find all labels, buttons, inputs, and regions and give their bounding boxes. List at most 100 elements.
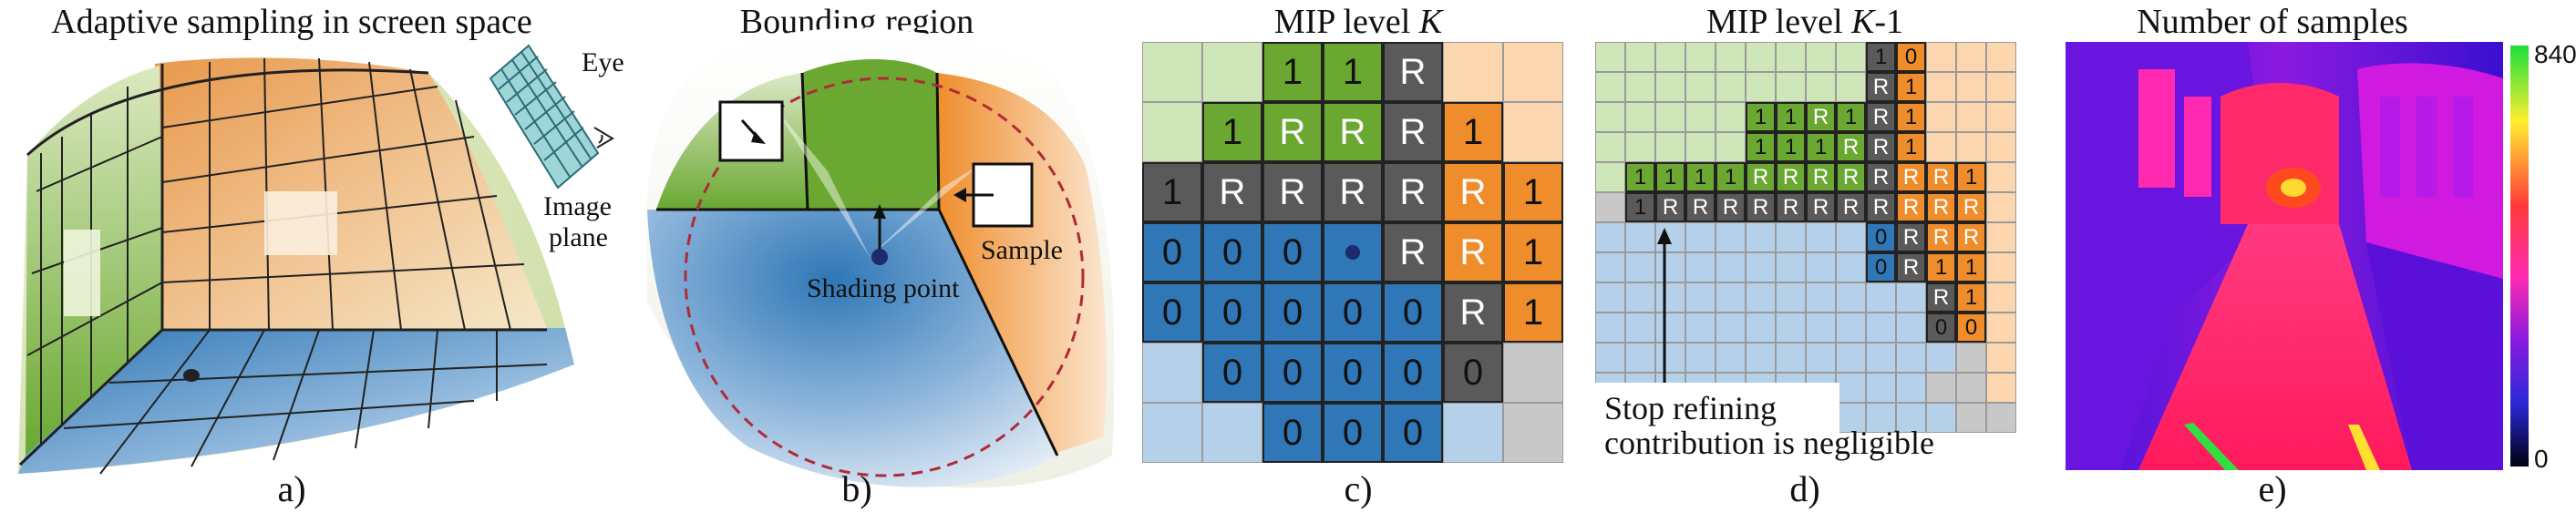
panel-a-scene: [18, 44, 614, 475]
grid-cell: [1655, 102, 1685, 132]
grid-cell: [1866, 282, 1896, 313]
grid-cell: [1625, 132, 1655, 162]
grid-cell: 1: [1655, 162, 1685, 192]
grid-cell: 1: [1142, 162, 1202, 222]
grid-cell: [1986, 102, 2016, 132]
grid-cell: [1896, 343, 1926, 373]
grid-cell: [1776, 72, 1806, 102]
panel-a-label: a): [277, 468, 306, 509]
grid-cell: [1685, 42, 1716, 72]
colorbar-max-label: 840: [2534, 40, 2576, 68]
grid-cell: [1655, 72, 1685, 102]
panel-e-label: e): [2258, 468, 2287, 509]
panel-d-title-var: K: [1851, 3, 1875, 41]
grid-cell: R: [1806, 102, 1836, 132]
panel-d-title-suffix: -1: [1874, 3, 1904, 41]
grid-cell: [1986, 222, 2016, 252]
grid-cell: [1866, 343, 1896, 373]
grid-cell: R: [1202, 162, 1262, 222]
grid-cell: [1806, 72, 1836, 102]
grid-cell: [1776, 282, 1806, 313]
grid-cell: R: [1776, 162, 1806, 192]
grid-cell: [1685, 252, 1716, 282]
grid-cell: 1: [1443, 102, 1503, 162]
grid-cell: 1: [1896, 102, 1926, 132]
grid-cell: 0: [1202, 222, 1262, 282]
grid-cell: 0: [1262, 282, 1323, 343]
grid-cell: [1625, 102, 1655, 132]
grid-cell: 1: [1776, 132, 1806, 162]
grid-cell: [1836, 252, 1866, 282]
grid-cell: [1685, 132, 1716, 162]
grid-cell: [1655, 282, 1685, 313]
grid-cell: R: [1866, 192, 1896, 222]
grid-cell: R: [1896, 222, 1926, 252]
panel-d-title: MIP level K-1: [1586, 2, 2024, 42]
grid-cell: [1443, 42, 1503, 102]
grid-cell: [1986, 282, 2016, 313]
grid-cell: 0: [1142, 222, 1202, 282]
grid-cell: [1595, 343, 1625, 373]
grid-cell: R: [1836, 132, 1866, 162]
grid-cell: 1: [1262, 42, 1323, 102]
grid-cell: [1625, 72, 1655, 102]
grid-cell: [1443, 403, 1503, 463]
grid-cell: [1595, 222, 1625, 252]
stop-arrow: [1657, 228, 1672, 383]
grid-cell: 1: [1896, 72, 1926, 102]
grid-cell: [1986, 162, 2016, 192]
grid-cell: [1625, 42, 1655, 72]
grid-cell: [1625, 252, 1655, 282]
grid-cell: 0: [1262, 222, 1323, 282]
panel-a-title: Adaptive sampling in screen space: [51, 3, 532, 41]
grid-cell: 1: [1746, 102, 1776, 132]
stop-note-box: [1595, 383, 1839, 465]
grid-cell: [1655, 42, 1685, 72]
grid-cell: R: [1926, 222, 1956, 252]
grid-cell: [1806, 313, 1836, 343]
grid-cell: R: [1866, 72, 1896, 102]
grid-cell: R: [1443, 222, 1503, 282]
grid-cell: [1716, 102, 1746, 132]
panel-d-title-prefix: MIP level: [1705, 3, 1851, 41]
grid-cell: R: [1776, 192, 1806, 222]
grid-cell: [1655, 343, 1685, 373]
grid-cell: [1836, 222, 1866, 252]
panel-c-title-prefix: MIP level: [1273, 3, 1419, 41]
grid-cell: [1595, 192, 1625, 222]
grid-cell: [1655, 222, 1685, 252]
grid-cell: [1986, 72, 2016, 102]
grid-cell: [1776, 313, 1806, 343]
grid-cell: 1: [1323, 42, 1383, 102]
grid-cell: 1: [1956, 282, 1986, 313]
grid-cell: [1926, 72, 1956, 102]
grid-cell: [1625, 313, 1655, 343]
grid-cell: R: [1716, 192, 1746, 222]
panel-d-label: d): [1789, 468, 1820, 509]
grid-cell: [1926, 42, 1956, 72]
grid-cell: [1655, 132, 1685, 162]
grid-cell: 1: [1503, 282, 1563, 343]
grid-cell: 0: [1142, 282, 1202, 343]
grid-cell: R: [1383, 162, 1443, 222]
grid-cell: R: [1836, 192, 1866, 222]
grid-cell: [1836, 42, 1866, 72]
grid-cell: 0: [1443, 343, 1503, 403]
grid-cell: 1: [1503, 222, 1563, 282]
grid-cell: 0: [1896, 42, 1926, 72]
grid-cell: [1776, 42, 1806, 72]
grid-cell: 1: [1896, 132, 1926, 162]
grid-cell: [1806, 282, 1836, 313]
grid-cell: 1: [1746, 132, 1776, 162]
grid-cell: R: [1323, 102, 1383, 162]
grid-cell: 1: [1625, 192, 1655, 222]
grid-cell: [1926, 132, 1956, 162]
panel-e-title: Number of samples: [2137, 3, 2408, 41]
grid-cell: [1926, 373, 1956, 403]
grid-cell: [1986, 42, 2016, 72]
grid-cell: [1716, 313, 1746, 343]
grid-cell: [1926, 403, 1956, 433]
grid-cell: [1746, 252, 1776, 282]
grid-cell: [1986, 373, 2016, 403]
